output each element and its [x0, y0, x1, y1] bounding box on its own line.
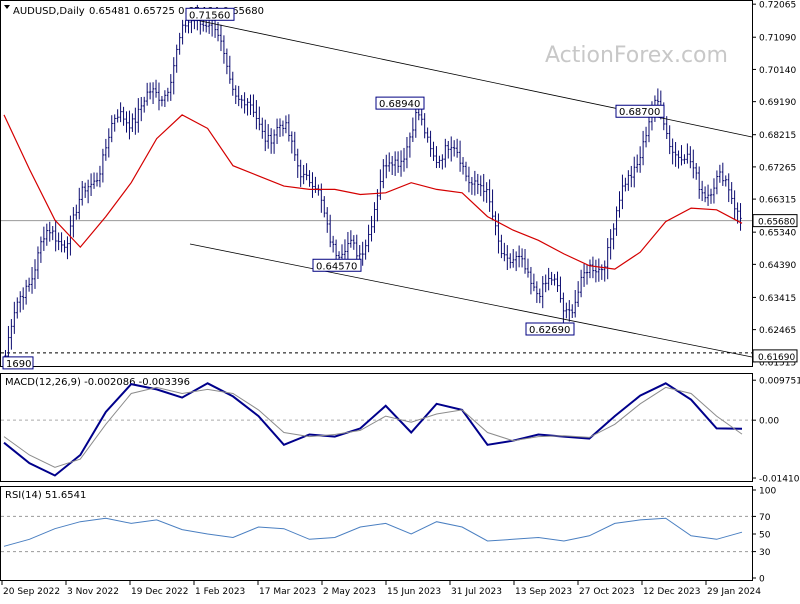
rsi-tick-label: 0 [759, 575, 765, 585]
macd-axis: 0.009751 0.00 -0.014107 [752, 377, 800, 485]
annotation-label: 0.64570 [316, 261, 357, 272]
macd-lines [1, 382, 752, 477]
price-tick-label: 0.61515 [759, 358, 796, 368]
macd-line [3, 382, 743, 477]
rsi-title: RSI(14) 51.6541 [5, 490, 86, 501]
moving-average [3, 114, 743, 270]
date-tick-label: 12 Dec 2023 [643, 587, 701, 597]
price-tick-label: 0.64390 [759, 261, 796, 271]
trend-channel [189, 19, 753, 358]
macd-title: MACD(12,26,9) -0.002086 -0.003396 [5, 377, 190, 388]
date-tick-label: 17 Mar 2023 [259, 587, 316, 597]
rsi-tick-label: 30 [759, 548, 771, 558]
price-tick-label: 0.67265 [759, 163, 796, 173]
price-tick-label: 0.66315 [759, 196, 796, 206]
symbol-label: AUDUSD,Daily [13, 6, 85, 17]
price-tick-label: 0.68215 [759, 131, 796, 141]
ohlc-readout: 0.65481 0.65725 0.65464 0.65680 [89, 6, 264, 17]
current-price-tag-label: 0.65680 [758, 218, 795, 228]
rsi-lines [1, 515, 752, 553]
annotation-label: 0.68700 [619, 107, 660, 118]
rsi-tick-label: 100 [759, 487, 776, 497]
date-tick-label: 1 Feb 2023 [195, 587, 245, 597]
date-tick-label: 31 Jul 2023 [451, 587, 502, 597]
macd-signal-line [3, 386, 743, 468]
lower-trendline [189, 243, 753, 358]
rsi-panel-frame [0, 486, 753, 581]
rsi-line [3, 517, 743, 547]
annotation-box [312, 258, 362, 272]
symbol-icon [4, 5, 10, 9]
price-tick-label: 0.69190 [759, 98, 796, 108]
rsi-tick-label: 70 [759, 513, 771, 523]
macd-tick-label: 0.009751 [759, 377, 800, 387]
support-price-tag-label: 0.61690 [758, 353, 795, 363]
date-axis: 20 Sep 2022 3 Nov 2022 19 Dec 2022 1 Feb 20… [1, 581, 761, 597]
price-tick-label: 0.70140 [759, 66, 796, 76]
date-tick-label: 13 Sep 2023 [515, 587, 572, 597]
date-tick-label: 29 Jan 2024 [707, 587, 761, 597]
macd-tick-label: 0.00 [759, 417, 779, 427]
price-tick-label: 0.63415 [759, 294, 796, 304]
annotation-box [375, 96, 425, 110]
date-tick-label: 20 Sep 2022 [3, 587, 60, 597]
moving-average-line [3, 114, 743, 270]
watermark: ActionForex.com [545, 43, 728, 68]
annotation-box [185, 7, 235, 21]
annotation-label: 1690 [6, 359, 31, 370]
date-tick-label: 3 Nov 2022 [67, 587, 119, 597]
annotation-label: 0.62690 [529, 325, 570, 336]
price-annotations: 0.71560 0.68940 0.68700 0.64570 0.62690 1690 [2, 7, 665, 370]
date-tick-label: 27 Oct 2023 [579, 587, 635, 597]
price-tick-label: 0.72065 [759, 1, 796, 11]
price-tick-label: 0.65340 [759, 229, 796, 239]
rsi-axis: 100 70 50 30 0 [752, 487, 776, 585]
price-tick-label: 0.62465 [759, 326, 796, 336]
annotation-label: 0.68940 [379, 99, 420, 110]
candles [4, 4, 742, 369]
support-price-tag [752, 349, 798, 363]
annotation-label: 0.71560 [189, 10, 230, 21]
annotation-box [2, 356, 34, 370]
date-tick-label: 15 Jun 2023 [387, 587, 441, 597]
date-tick-label: 19 Dec 2022 [131, 587, 189, 597]
price-panel-frame [0, 0, 753, 367]
macd-panel-frame [0, 373, 753, 482]
price-reference-lines [1, 220, 752, 354]
price-axis: 0.72065 0.71090 0.70140 0.69190 0.68215 0.672… [752, 1, 798, 368]
upper-trendline [195, 19, 753, 138]
date-tick-label: 2 May 2023 [323, 587, 376, 597]
macd-tick-label: -0.014107 [759, 475, 800, 485]
rsi-tick-label: 50 [759, 531, 771, 541]
price-tick-label: 0.71090 [759, 34, 796, 44]
annotation-box [615, 104, 665, 118]
current-price-tag [752, 214, 798, 228]
annotation-box [525, 322, 575, 336]
